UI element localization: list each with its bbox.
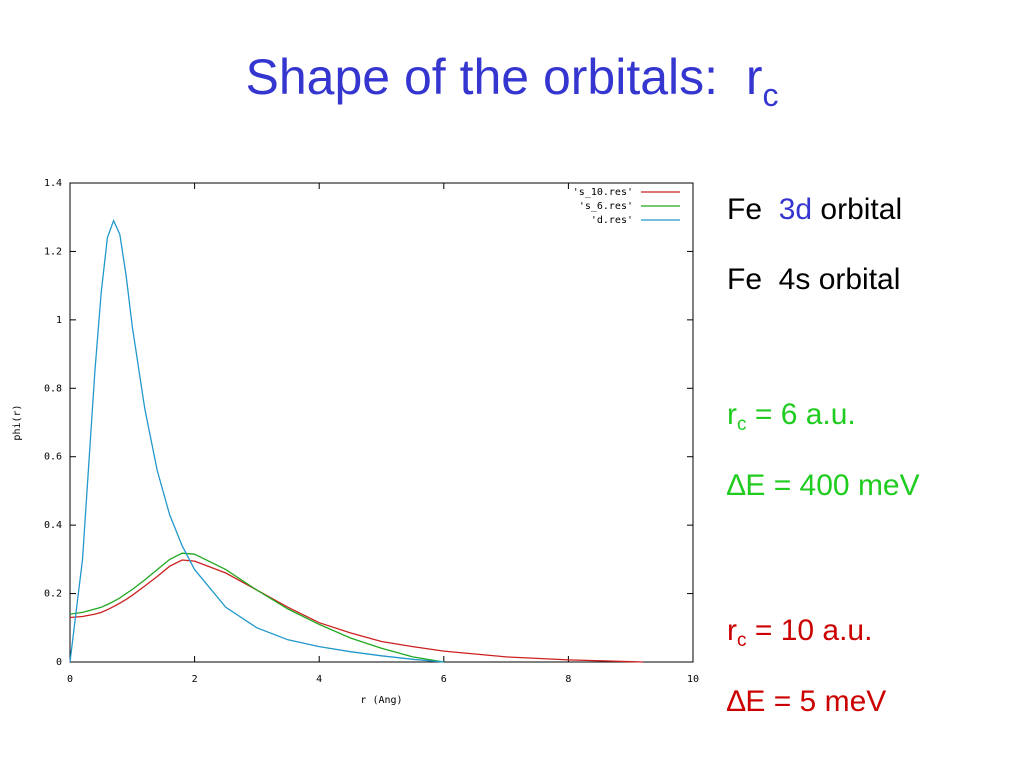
y-tick-label: 0.2 [44,589,62,600]
note-subscript: c [737,414,747,435]
y-tick-label: 1.2 [44,246,62,257]
legend-label: 'd.res' [591,215,633,226]
x-tick-label: 10 [687,674,699,685]
note-text: orbital [812,193,903,226]
series-line [69,218,444,663]
note-text: Fe [727,193,779,226]
y-tick-label: 0 [56,657,62,668]
note-highlight: 3d [778,193,813,226]
title-subscript: c [762,77,779,113]
y-tick-label: 0.6 [44,452,62,463]
note-line: rc = 10 a.u. [727,614,872,652]
x-tick-label: 2 [192,674,198,685]
x-tick-label: 6 [441,674,447,685]
note-text: = 10 a.u. [746,614,873,647]
y-tick-label: 1.4 [44,178,62,189]
legend-label: 's_6.res' [579,201,633,212]
plot-frame [69,182,694,663]
y-axis-label: phi(r) [12,404,23,440]
note-line: ∆E = 400 meV [727,469,920,502]
note-text: r [727,398,737,431]
x-tick-label: 8 [565,674,571,685]
note-line: Fe 3d orbital [727,193,902,227]
x-tick-label: 4 [316,674,322,685]
y-tick-label: 0.4 [44,520,62,531]
y-tick-label: 1 [56,315,62,326]
title-text: Shape of the orbitals: r [245,49,763,105]
series-line [69,559,644,663]
legend-label: 's_10.res' [573,187,633,198]
note-text: r [727,614,737,647]
note-line: Fe 4s orbital [727,263,901,296]
note-text: = 6 a.u. [746,398,856,431]
x-tick-label: 0 [67,674,73,685]
y-tick-label: 0.8 [44,383,62,394]
slide-title: Shape of the orbitals: rc [0,48,1024,114]
note-line: rc = 6 a.u. [727,398,856,436]
note-line: ∆E = 5 meV [727,685,887,718]
series-line [69,552,444,663]
x-axis-label: r (Ang) [360,695,402,706]
note-subscript: c [737,630,747,651]
